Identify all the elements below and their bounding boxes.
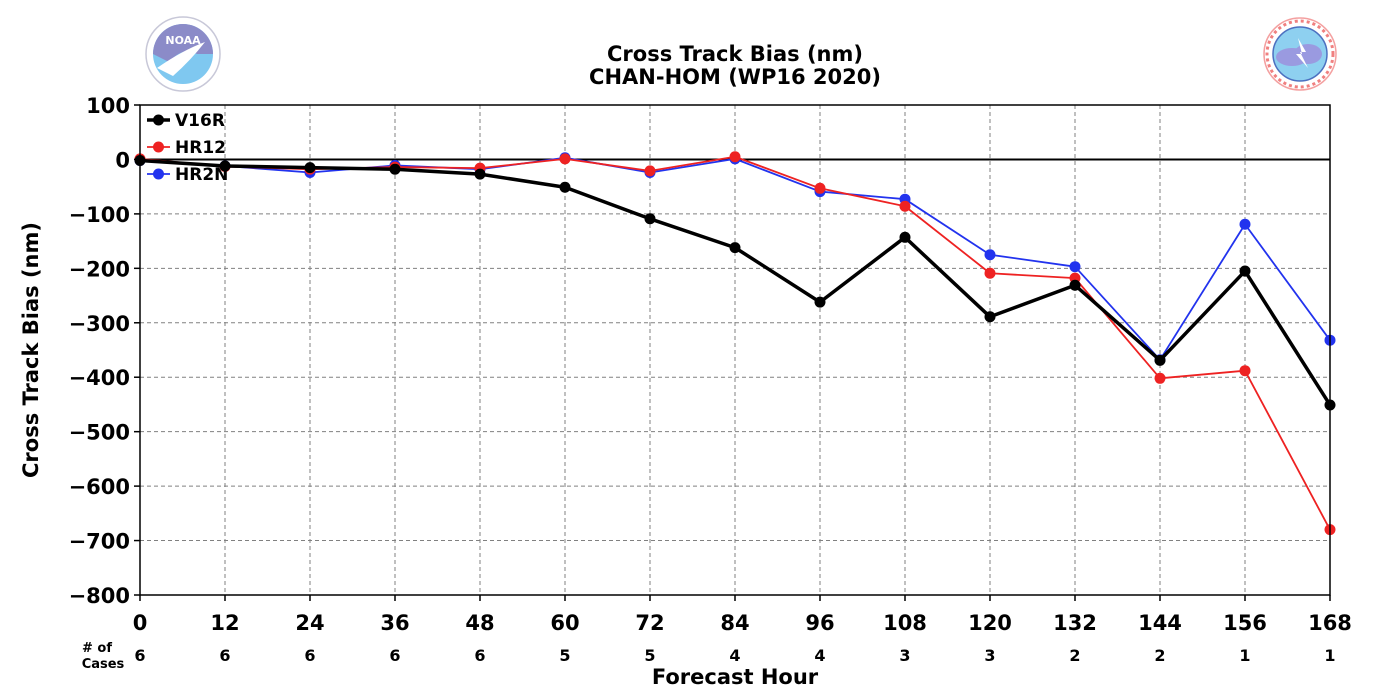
series-v16r xyxy=(134,155,1336,411)
case-count: 4 xyxy=(814,646,825,665)
series-layer xyxy=(134,151,1336,536)
data-point xyxy=(644,213,656,225)
data-point xyxy=(1069,261,1081,273)
case-count: 5 xyxy=(644,646,655,665)
case-count: 2 xyxy=(1069,646,1080,665)
legend-swatch-marker xyxy=(153,114,164,126)
data-point xyxy=(1154,354,1166,366)
noaa-logo: NOAA xyxy=(145,16,221,92)
case-count: 1 xyxy=(1324,646,1335,665)
x-tick-label: 60 xyxy=(550,611,579,635)
x-axis-label: Forecast Hour xyxy=(652,665,819,689)
legend-swatch-marker xyxy=(153,141,164,153)
data-point xyxy=(1239,218,1251,230)
data-point xyxy=(984,311,996,323)
case-count: 6 xyxy=(389,646,400,665)
case-count: 6 xyxy=(474,646,485,665)
data-point xyxy=(984,249,996,261)
data-point xyxy=(559,181,571,193)
case-count: 6 xyxy=(219,646,230,665)
x-tick-label: 24 xyxy=(295,611,324,635)
data-point xyxy=(814,182,826,194)
x-tick-label: 144 xyxy=(1138,611,1182,635)
y-tick-label: −800 xyxy=(69,584,130,608)
chart-title: Cross Track Bias (nm) xyxy=(607,42,863,66)
legend-item-hr2n: HR2N xyxy=(147,165,228,185)
nws-logo xyxy=(1263,17,1337,91)
data-point xyxy=(644,165,656,177)
grid xyxy=(140,105,1330,595)
noaa-logo-text: NOAA xyxy=(165,34,201,47)
legend-swatch-marker xyxy=(153,168,164,180)
legend-label: HR2N xyxy=(175,165,228,185)
legend: V16R HR12 HR2N xyxy=(147,111,228,185)
data-point xyxy=(814,296,826,308)
data-point xyxy=(389,163,401,175)
y-tick-label: −200 xyxy=(69,257,130,281)
x-tick-label: 132 xyxy=(1053,611,1097,635)
legend-label: HR12 xyxy=(175,138,226,158)
data-point xyxy=(1239,265,1251,277)
legend-item-hr12: HR12 xyxy=(147,138,226,158)
data-point xyxy=(729,151,741,163)
legend-item-v16r: V16R xyxy=(147,111,225,131)
x-tick-label: 48 xyxy=(465,611,494,635)
data-point xyxy=(984,267,996,279)
data-point xyxy=(899,231,911,243)
x-tick-label: 108 xyxy=(883,611,927,635)
x-tick-label: 0 xyxy=(133,611,148,635)
data-point xyxy=(1239,365,1251,377)
y-tick-label: −100 xyxy=(69,203,130,227)
chart-subtitle: CHAN-HOM (WP16 2020) xyxy=(589,65,881,89)
data-point xyxy=(304,162,316,174)
case-count: 3 xyxy=(899,646,910,665)
x-tick-label: 36 xyxy=(380,611,409,635)
cases-row: 6 6 6 6 6 5 5 4 4 3 3 2 2 1 1 xyxy=(134,646,1335,665)
data-point xyxy=(1069,279,1081,291)
y-tick-label: −500 xyxy=(69,421,130,445)
data-point xyxy=(899,200,911,212)
y-tick-label: −400 xyxy=(69,366,130,390)
x-tick-label: 168 xyxy=(1308,611,1352,635)
y-tick-label: −600 xyxy=(69,475,130,499)
x-tick-label: 84 xyxy=(720,611,749,635)
case-count: 4 xyxy=(729,646,740,665)
case-count: 6 xyxy=(134,646,145,665)
y-axis-ticks: 100 0 −100 −200 −300 −400 −500 −600 −700 −800 xyxy=(69,94,140,608)
x-tick-label: 120 xyxy=(968,611,1012,635)
cases-label-line2: Cases xyxy=(82,657,125,672)
x-tick-label: 156 xyxy=(1223,611,1267,635)
cases-label-line1: # of xyxy=(82,641,112,656)
x-tick-label: 72 xyxy=(635,611,664,635)
case-count: 1 xyxy=(1239,646,1250,665)
data-point xyxy=(729,242,741,254)
x-tick-label: 96 xyxy=(805,611,834,635)
x-tick-label: 12 xyxy=(210,611,239,635)
case-count: 2 xyxy=(1154,646,1165,665)
case-count: 5 xyxy=(559,646,570,665)
data-point xyxy=(559,153,571,165)
y-tick-label: 0 xyxy=(115,148,130,172)
legend-label: V16R xyxy=(175,111,225,131)
y-tick-label: −700 xyxy=(69,530,130,554)
y-tick-label: 100 xyxy=(86,94,130,118)
case-count: 3 xyxy=(984,646,995,665)
y-tick-label: −300 xyxy=(69,312,130,336)
case-count: 6 xyxy=(304,646,315,665)
data-point xyxy=(219,160,231,172)
data-point xyxy=(474,168,486,180)
data-point xyxy=(1154,372,1166,384)
x-axis-ticks: 0 12 24 36 48 60 72 84 96 108 120 132 144 156 168 xyxy=(133,595,1352,635)
y-axis-label: Cross Track Bias (nm) xyxy=(19,222,43,478)
